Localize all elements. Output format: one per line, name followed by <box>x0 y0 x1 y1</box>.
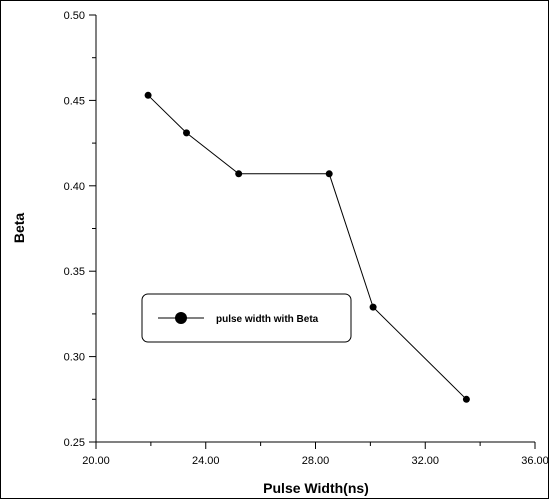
legend-label: pulse width with Beta <box>216 314 319 325</box>
legend-marker-sample <box>175 312 187 324</box>
x-axis-title: Pulse Width(ns) <box>263 480 369 496</box>
data-point <box>144 91 152 99</box>
y-tick-label: 0.45 <box>64 95 85 107</box>
series-group <box>144 91 470 403</box>
data-point <box>235 170 243 178</box>
data-point <box>462 395 470 403</box>
data-point <box>183 129 190 137</box>
y-tick-label: 0.35 <box>64 266 85 278</box>
x-tick-label: 20.00 <box>82 455 110 467</box>
x-tick-label: 36.00 <box>521 455 549 467</box>
y-tick-label: 0.25 <box>64 437 85 449</box>
y-ticks: 0.25 0.30 0.35 0.40 0.45 0.50 <box>64 10 96 449</box>
x-tick-label: 32.00 <box>411 455 439 467</box>
y-tick-label: 0.40 <box>64 181 85 193</box>
y-tick-label: 0.50 <box>64 10 85 22</box>
x-tick-label: 28.00 <box>302 455 330 467</box>
legend: pulse width with Beta <box>141 293 352 343</box>
x-tick-label: 24.00 <box>192 455 220 467</box>
axes <box>95 15 535 443</box>
data-point <box>369 303 377 311</box>
data-point <box>325 170 333 178</box>
y-tick-label: 0.30 <box>64 352 85 364</box>
legend-box <box>141 293 352 343</box>
x-ticks: 20.00 24.00 28.00 32.00 36.00 <box>82 442 549 467</box>
series-line <box>147 94 467 400</box>
y-axis-title: Beta <box>11 213 27 244</box>
